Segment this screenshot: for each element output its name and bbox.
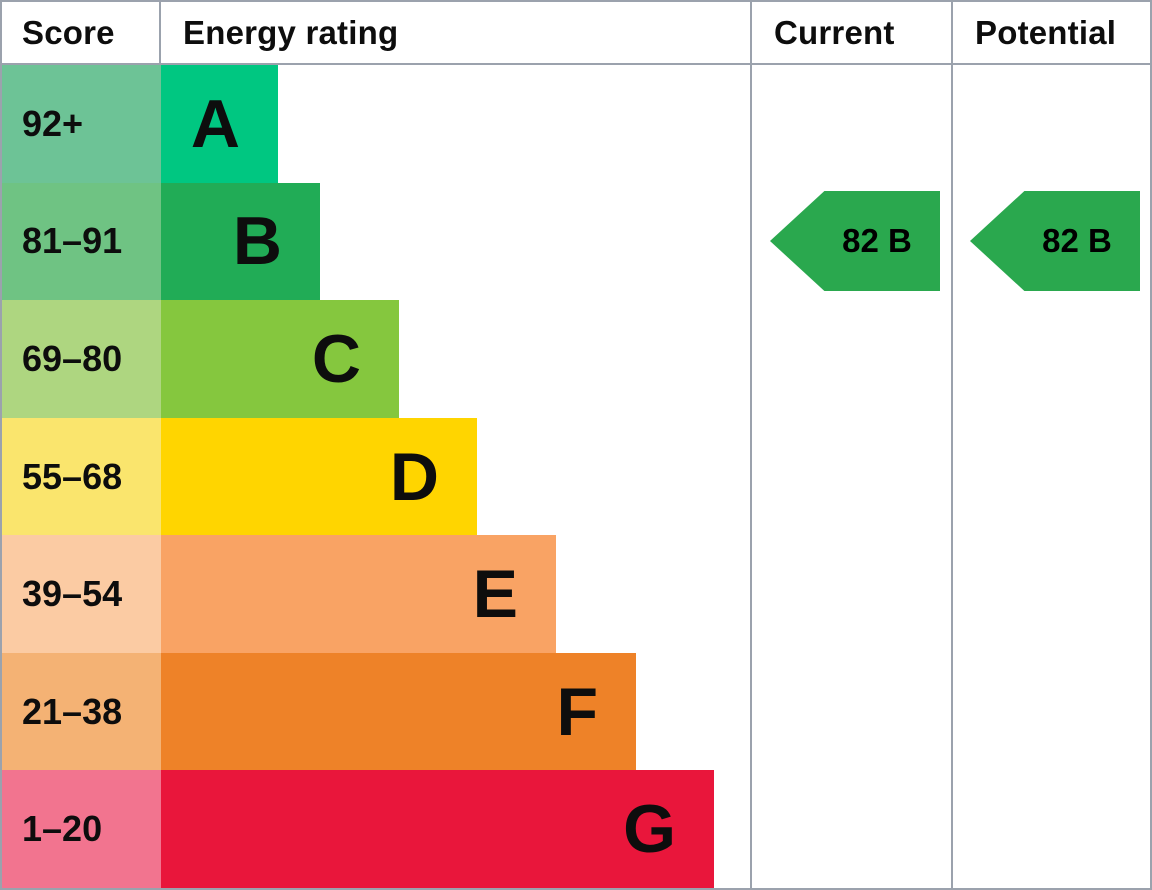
- energy-band-bar-a: A: [161, 65, 278, 183]
- current-rating-column: Current 82 B: [750, 2, 951, 888]
- band-letter-e: E: [472, 556, 518, 633]
- score-range-f: 21–38: [2, 652, 161, 771]
- score-range-c: 69–80: [2, 300, 161, 418]
- band-letter-b: B: [232, 203, 282, 280]
- band-row-e: 39–54 E: [2, 535, 750, 653]
- energy-band-bar-g: G: [161, 770, 714, 888]
- energy-rating-column-header: Energy rating: [183, 13, 399, 51]
- potential-rating-arrow: 82 B: [970, 191, 1140, 291]
- potential-column-header: Potential: [953, 2, 1150, 65]
- band-letter-f: F: [556, 673, 598, 750]
- score-range-e: 39–54: [2, 535, 161, 653]
- band-row-c: 69–80 C: [2, 300, 750, 418]
- potential-column-body: 82 B: [953, 65, 1150, 888]
- band-row-f: 21–38 F: [2, 652, 750, 771]
- current-column-body: 82 B: [752, 65, 951, 888]
- bands-section: Score Energy rating 92+ A 81–91 B 69–80 …: [2, 2, 750, 888]
- band-letter-d: D: [389, 438, 439, 515]
- band-row-a: 92+ A: [2, 65, 750, 183]
- band-row-b: 81–91 B: [2, 182, 750, 301]
- energy-band-bar-f: F: [161, 652, 636, 771]
- energy-band-bar-e: E: [161, 535, 556, 653]
- band-letter-a: A: [190, 85, 240, 162]
- score-range-g: 1–20: [2, 770, 161, 888]
- current-rating-arrow: 82 B: [770, 191, 940, 291]
- band-rows: 92+ A 81–91 B 69–80 C 55–68 D: [2, 65, 750, 888]
- score-column-header: Score: [2, 2, 161, 63]
- score-range-a: 92+: [2, 65, 161, 183]
- band-letter-c: C: [311, 320, 361, 397]
- band-row-g: 1–20 G: [2, 770, 750, 888]
- score-range-b: 81–91: [2, 182, 161, 301]
- energy-band-bar-c: C: [161, 300, 399, 418]
- current-column-header: Current: [752, 2, 951, 65]
- score-range-d: 55–68: [2, 417, 161, 536]
- energy-band-bar-b: B: [161, 182, 320, 301]
- band-letter-g: G: [623, 791, 676, 868]
- potential-rating-column: Potential 82 B: [951, 2, 1150, 888]
- band-row-d: 55–68 D: [2, 417, 750, 536]
- table-header: Score Energy rating: [2, 2, 750, 65]
- energy-band-bar-d: D: [161, 417, 477, 536]
